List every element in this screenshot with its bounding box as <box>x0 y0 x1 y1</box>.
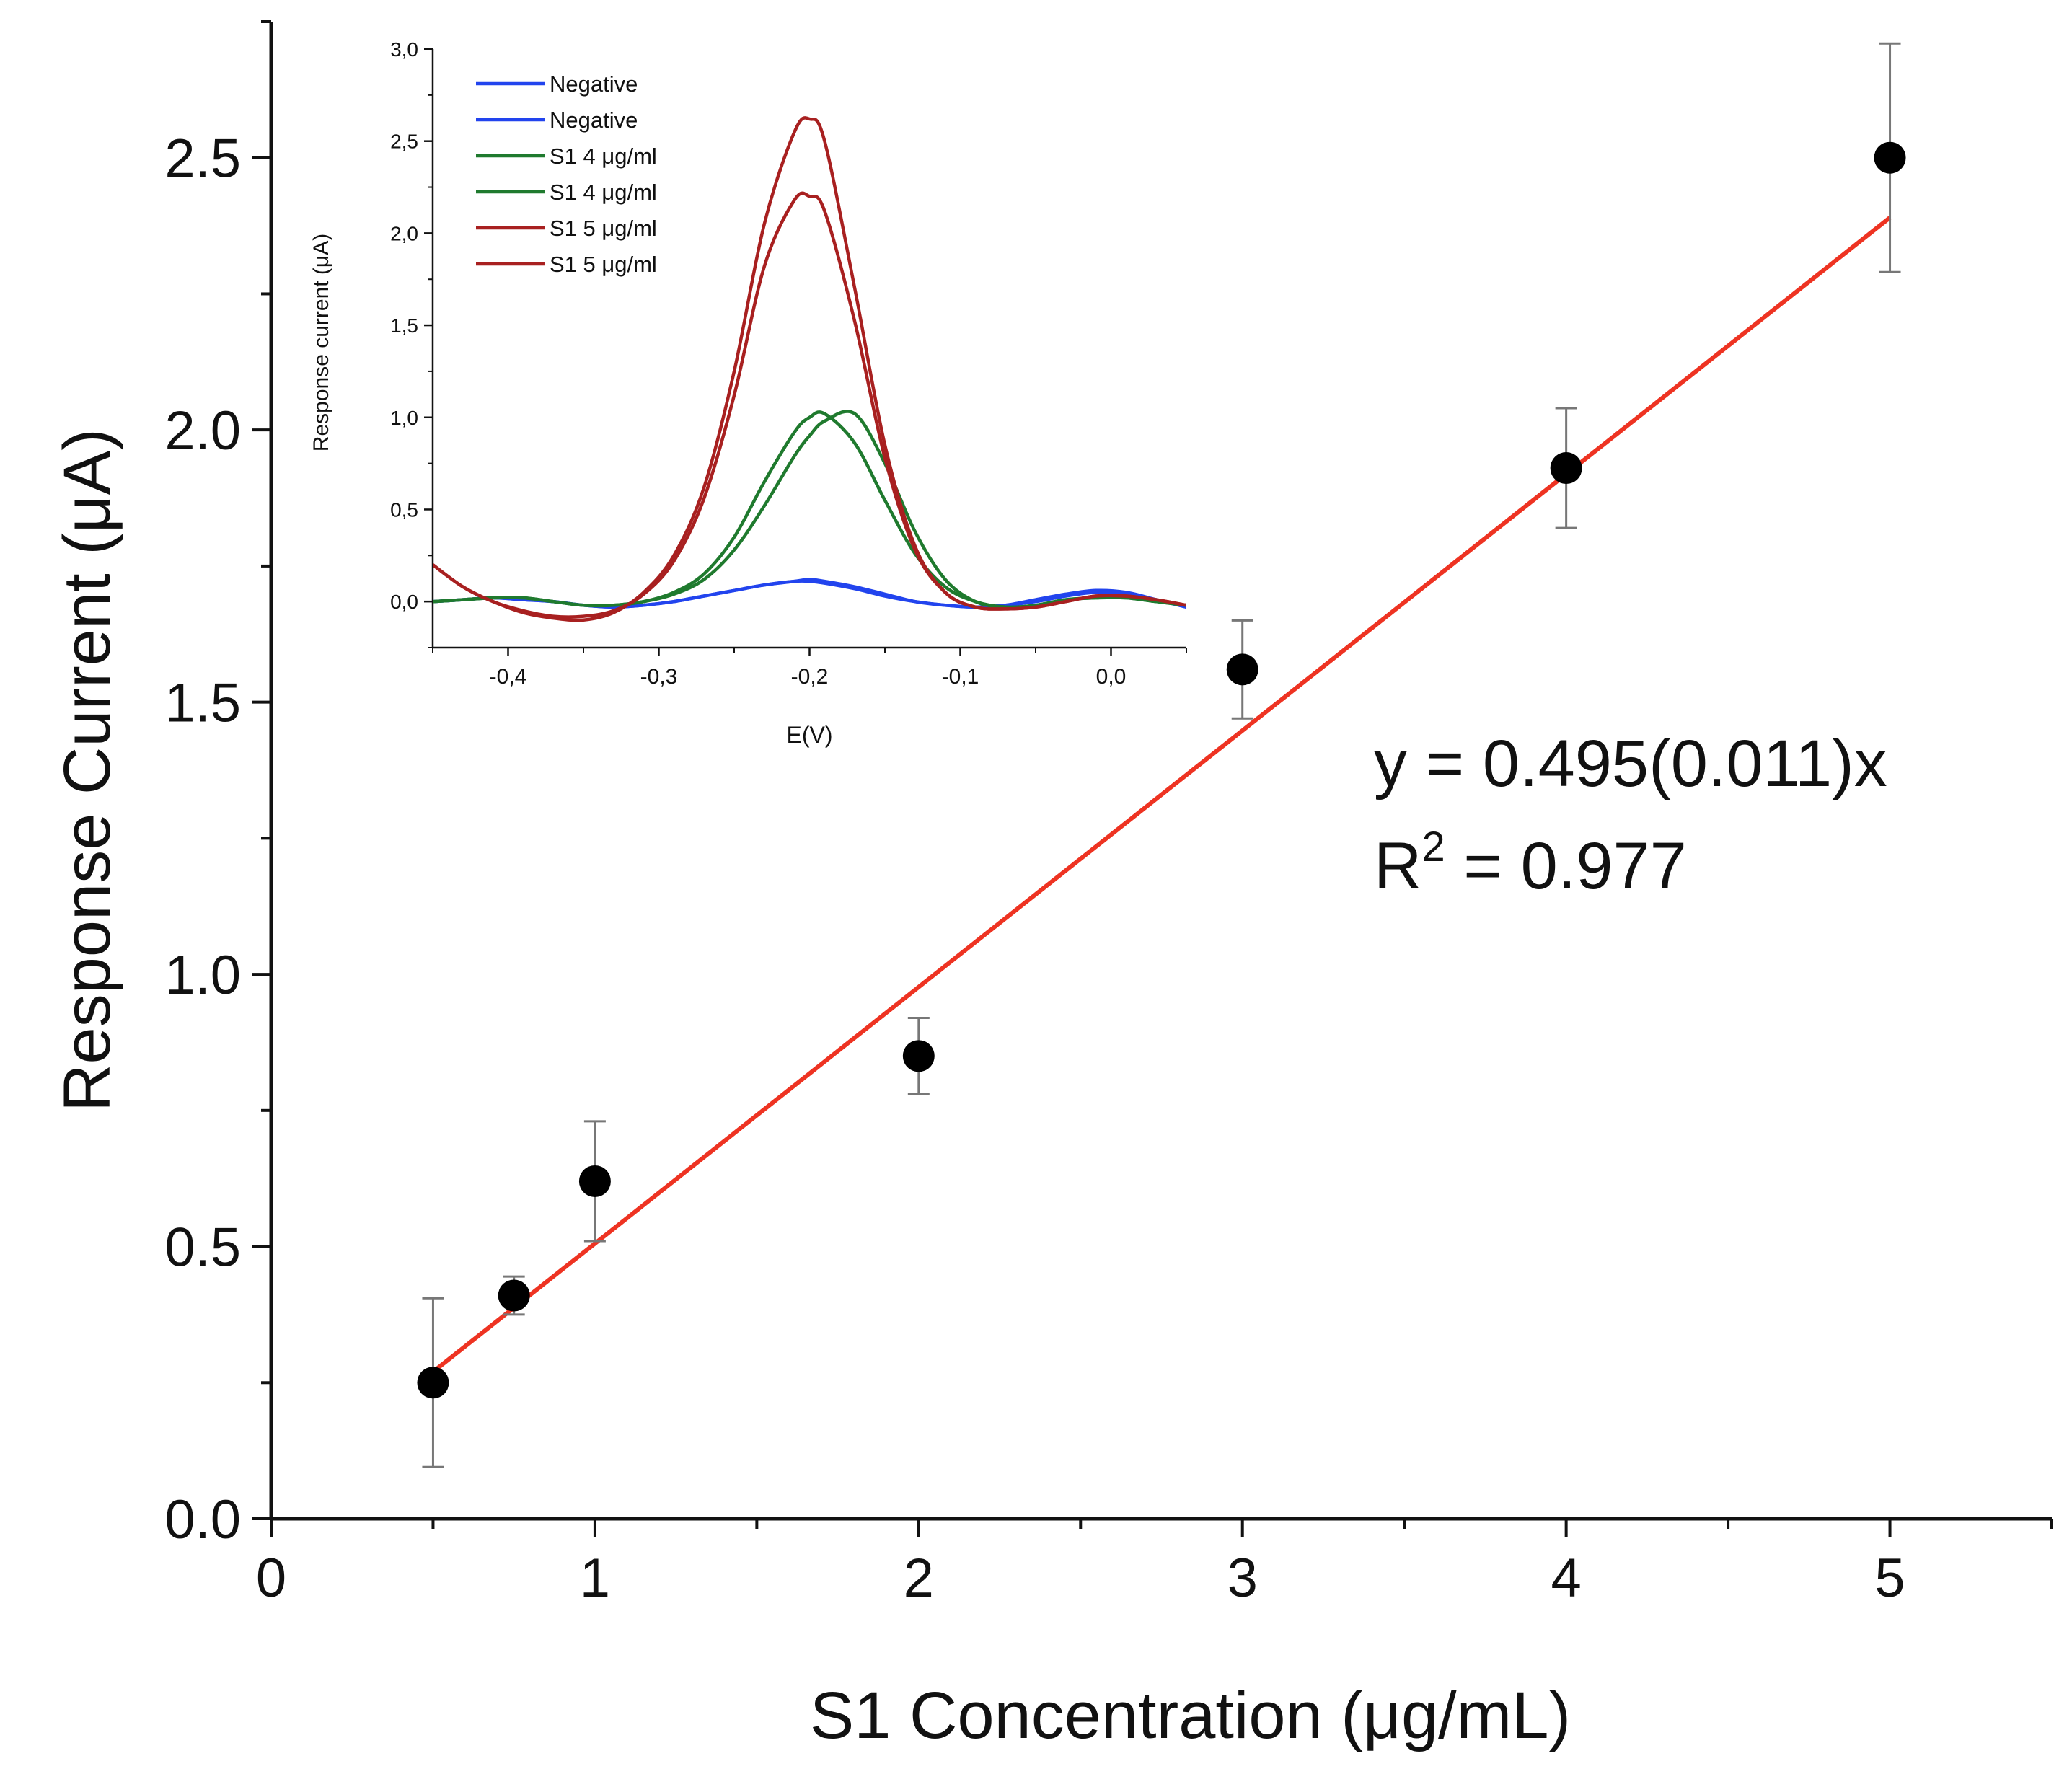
x-tick-label: 2 <box>904 1548 934 1609</box>
inset-y-tick-label: 0,5 <box>390 498 418 521</box>
r-squared-superscript: 2 <box>1421 824 1445 870</box>
main-plot: 0 1 2 3 4 5 0.0 0.5 1.0 1.5 2.0 2.5 S1 Concentration… <box>50 20 2053 1752</box>
x-tick-label: 1 <box>580 1548 610 1609</box>
inset-legend-label: S1 5 μg/ml <box>550 216 657 241</box>
inset-y-tick-label: 0,0 <box>390 591 418 613</box>
r-squared-prefix: R <box>1374 829 1421 903</box>
data-point <box>1874 141 1906 174</box>
r-squared-value: = 0.977 <box>1445 829 1687 903</box>
inset-x-tick-label: -0,3 <box>640 665 678 689</box>
inset-y-tick-label: 2,0 <box>390 222 418 244</box>
y-axis-title: Response Current (μA) <box>50 428 124 1112</box>
x-tick-label: 5 <box>1874 1548 1905 1609</box>
y-tick-label: 1.0 <box>164 945 241 1006</box>
inset-x-tick-label: -0,1 <box>942 665 979 689</box>
y-tick-label: 1.5 <box>164 673 241 734</box>
x-axis-title: S1 Concentration (μg/mL) <box>810 1679 1571 1752</box>
inset-legend-label: S1 4 μg/ml <box>550 144 657 169</box>
data-point <box>578 1165 611 1197</box>
data-point <box>902 1040 935 1072</box>
inset-series-line <box>433 116 1186 622</box>
inset-series-line <box>433 578 1186 609</box>
inset-legend-label: S1 4 μg/ml <box>550 180 657 205</box>
inset-plot: -0,4 -0,3 -0,2 -0,1 0,0 0,0 0,5 1,0 1,5 2,0 2,5 3,0… <box>309 38 1187 748</box>
data-point <box>417 1367 449 1399</box>
inset-series-line <box>433 410 1186 609</box>
data-point <box>1550 452 1582 485</box>
inset-y-tick-label: 1,0 <box>390 407 418 429</box>
inset-legend-label: Negative <box>550 107 638 133</box>
r-squared: R2 = 0.977 <box>1374 824 1687 903</box>
y-tick-label: 0.5 <box>164 1217 241 1279</box>
inset-x-tick-label: -0,2 <box>791 665 829 689</box>
data-point <box>1226 653 1258 686</box>
inset-legend-label: S1 5 μg/ml <box>550 252 657 277</box>
inset-curves <box>433 116 1186 622</box>
x-tick-label: 4 <box>1551 1548 1581 1609</box>
inset-x-axis-title: E(V) <box>787 722 833 748</box>
fit-line <box>431 216 1892 1374</box>
inset-x-tick-label: -0,4 <box>490 665 527 689</box>
inset-y-tick-label: 1,5 <box>390 314 418 337</box>
inset-y-tick-label: 2,5 <box>390 131 418 153</box>
inset-legend-label: Negative <box>550 71 638 97</box>
fit-equation: y = 0.495(0.011)x <box>1374 727 1887 800</box>
data-point <box>498 1279 530 1312</box>
inset-y-tick-label: 3,0 <box>390 38 418 61</box>
inset-series-line <box>433 191 1186 619</box>
y-tick-label: 2.0 <box>164 400 241 462</box>
inset-y-axis-title: Response current (μA) <box>309 234 333 451</box>
y-tick-label: 2.5 <box>164 128 241 190</box>
x-tick-label: 0 <box>256 1548 286 1609</box>
inset-x-tick-label: 0,0 <box>1096 665 1127 689</box>
x-tick-label: 3 <box>1227 1548 1258 1609</box>
y-tick-label: 0.0 <box>164 1489 241 1550</box>
